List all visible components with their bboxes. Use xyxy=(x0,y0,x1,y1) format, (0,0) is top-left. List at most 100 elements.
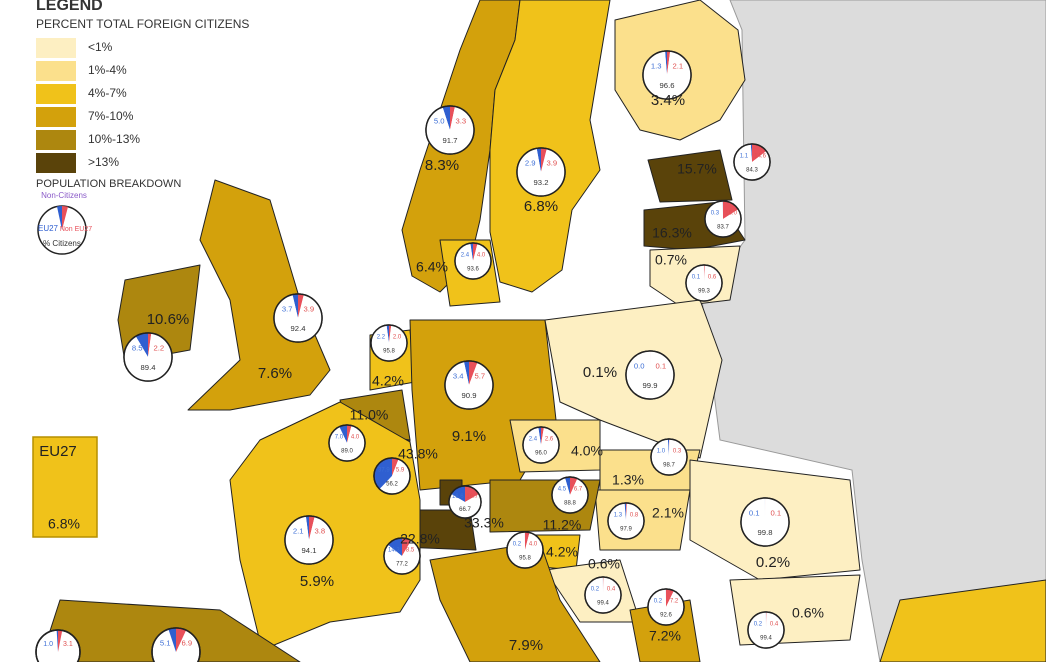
pie-value-label: 99.3 xyxy=(698,289,710,295)
pie-value-label: 6.9 xyxy=(181,639,192,648)
pie-value-label: 2.4 xyxy=(461,252,470,258)
foreign-percent: 22.8% xyxy=(400,531,440,547)
pie-value-label: 93.2 xyxy=(534,178,549,187)
pie-value-label: 83.7 xyxy=(717,225,729,231)
legend-swatch xyxy=(36,84,76,104)
pie-value-label: 1.3 xyxy=(651,62,662,71)
pie-value-label: 3.9 xyxy=(303,305,314,314)
pie-value-label: 1.0 xyxy=(43,641,53,648)
pie-value-label: 96.6 xyxy=(660,81,675,90)
legend-title: LEGEND xyxy=(36,0,103,14)
foreign-percent: 33.3% xyxy=(464,515,504,531)
pie-value-label: 92.4 xyxy=(291,324,307,333)
pie-value-label: 0.2 xyxy=(513,541,522,547)
foreign-percent: 0.2% xyxy=(756,554,790,571)
pie-value-label: 99.9 xyxy=(643,381,658,390)
pie-value-label: 0.8 xyxy=(630,512,639,518)
legend-label: 4%-7% xyxy=(88,86,127,100)
pie-value-label: 3.8 xyxy=(314,527,325,536)
foreign-percent: 1.3% xyxy=(612,472,644,488)
pie-value-label: 16.6 xyxy=(452,494,464,500)
pie-value-label: 2.9 xyxy=(525,159,536,168)
breakdown-title: POPULATION BREAKDOWN xyxy=(36,178,181,190)
legend-label: >13% xyxy=(88,155,119,169)
pie-value-label: 90.9 xyxy=(462,391,477,400)
pie-value-label: 2.0 xyxy=(393,334,402,340)
pie-value-label: 16.7 xyxy=(466,494,478,500)
pie-value-label: 3.4 xyxy=(453,372,464,381)
pie-value-label: 89.4 xyxy=(141,363,157,372)
legend-subtitle: PERCENT TOTAL FOREIGN CITIZENS xyxy=(36,17,249,31)
sample-citizens: % Citizens xyxy=(43,239,81,248)
legend-swatch xyxy=(36,61,76,81)
pie-value-label: 3.3 xyxy=(455,117,466,126)
foreign-percent: 7.2% xyxy=(649,628,681,644)
foreign-percent: 16.3% xyxy=(652,225,692,241)
pie-value-label: 7.2 xyxy=(670,598,679,604)
pie-value-label: 5.1 xyxy=(160,639,171,648)
legend-label: 1%-4% xyxy=(88,63,127,77)
foreign-percent: 3.4% xyxy=(651,92,685,109)
pie-value-label: 5.7 xyxy=(474,372,485,381)
pie-value-label: 14.3 xyxy=(388,547,400,553)
pie-value-label: 0.4 xyxy=(607,586,616,592)
foreign-percent: 11.0% xyxy=(350,407,389,423)
pie-value-label: 3.1 xyxy=(63,641,73,648)
foreign-percent: 4.0% xyxy=(571,443,603,459)
pie-value-label: 2.4 xyxy=(529,436,538,442)
pie-value-label: 88.8 xyxy=(564,501,576,507)
pie-value-label: 4.0 xyxy=(351,434,360,440)
pie-value-label: 2.1 xyxy=(672,62,683,71)
foreign-percent: 9.1% xyxy=(452,428,486,445)
pie-value-label: 0.1 xyxy=(692,274,701,280)
foreign-percent: 7.9% xyxy=(509,637,543,654)
foreign-percent: 15.7% xyxy=(677,161,717,177)
legend-label: 10%-13% xyxy=(88,132,140,146)
pie-value-label: 1.1 xyxy=(740,153,749,159)
foreign-percent: 6.4% xyxy=(416,259,448,275)
foreign-percent: 0.7% xyxy=(655,252,687,268)
pie-value-label: 56.2 xyxy=(386,482,398,488)
pie-value-label: 0.6 xyxy=(708,274,717,280)
pie-value-label: 0.1 xyxy=(770,509,781,518)
foreign-percent: 0.1% xyxy=(583,364,617,381)
pie-value-label: 4.5 xyxy=(558,486,567,492)
foreign-percent: 4.2% xyxy=(546,544,578,560)
eu27-title: EU27 xyxy=(39,443,77,460)
pie-value-label: 37.9 xyxy=(378,467,390,473)
legend-swatch xyxy=(36,38,76,58)
pie-value-label: 4.0 xyxy=(529,541,538,547)
pie-value-label: 6.7 xyxy=(574,486,583,492)
pie-value-label: 91.7 xyxy=(443,136,458,145)
pie-value-label: 2.2 xyxy=(153,344,164,353)
foreign-percent: 2.1% xyxy=(652,505,684,521)
pie-value-label: 3.9 xyxy=(546,159,557,168)
pie-value-label: 16.0 xyxy=(725,210,737,216)
pie-value-label: 0.1 xyxy=(749,509,760,518)
pie-value-label: 95.8 xyxy=(519,556,531,562)
pie-value-label: 99.4 xyxy=(760,636,772,642)
pie-value-label: 89.0 xyxy=(341,449,353,455)
foreign-percent: 6.8% xyxy=(524,198,558,215)
pie-value-label: 5.0 xyxy=(434,117,445,126)
pie-value-label: 5.9 xyxy=(396,467,405,473)
pie-value-label: 77.2 xyxy=(396,562,408,568)
pie-value-label: 1.3 xyxy=(614,512,623,518)
pie-value-label: 92.6 xyxy=(660,613,672,619)
pie-value-label: 3.7 xyxy=(282,305,293,314)
legend-label: 7%-10% xyxy=(88,109,134,123)
legend-label: <1% xyxy=(88,40,113,54)
pie-value-label: 1.0 xyxy=(657,448,666,454)
sample-non-citizens: Non-Citizens xyxy=(41,191,87,200)
pie-value-label: 0.1 xyxy=(655,362,666,371)
foreign-percent: 10.6% xyxy=(147,311,190,328)
pie-value-label: 0.2 xyxy=(754,621,763,627)
foreign-percent: 43.8% xyxy=(398,446,438,462)
pie-value-label: 96.0 xyxy=(535,451,547,457)
pie-value-label: 2.2 xyxy=(377,334,386,340)
foreign-percent: 5.9% xyxy=(300,573,334,590)
pie-value-label: 84.3 xyxy=(746,168,758,174)
pie-value-label: 97.9 xyxy=(620,527,632,533)
